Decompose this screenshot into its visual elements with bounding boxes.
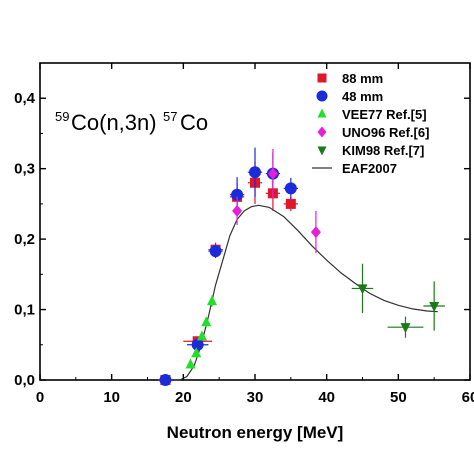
48-mm-point (231, 188, 244, 201)
legend-label-kim98-ref-7: KIM98 Ref.[7] (342, 143, 424, 158)
x-tick-label: 40 (318, 389, 335, 406)
kim98-ref-7-point (357, 284, 368, 295)
vee77-ref-5-point (201, 316, 212, 327)
uno96-ref-6-point (232, 204, 243, 217)
uno96-ref-6-point (267, 167, 278, 180)
legend-swatch-88-mm (317, 73, 327, 83)
legend-label-eaf2007: EAF2007 (342, 161, 397, 176)
axes-layer: 0 10 20 30 40 50 60 0,0 0,1 0,2 0,3 0,4 (14, 62, 474, 406)
legend-swatch-kim98-ref-7 (317, 146, 327, 156)
x-tick-label: 10 (103, 389, 120, 406)
x-tick-label: 20 (175, 389, 192, 406)
x-axis-title: Neutron energy [MeV] (167, 423, 344, 442)
y-tick-label: 0,4 (14, 90, 36, 107)
kim98-ref-7-point (429, 302, 440, 313)
legend-label-48-mm: 48 mm (342, 89, 383, 104)
vee77-ref-5-point (196, 330, 207, 341)
reaction-element1: Co(n,3n) (71, 110, 157, 135)
legend-swatch-48-mm (316, 90, 328, 102)
x-tick-label: 0 (36, 389, 44, 406)
x-tick-label: 50 (390, 389, 407, 406)
reaction-pre-superscript: 59 (55, 109, 69, 124)
y-tick-label: 0,2 (14, 231, 35, 248)
vee77-ref-5-point (191, 347, 202, 358)
reaction-element2: Co (180, 110, 208, 135)
48-mm-point (249, 166, 261, 179)
y-tick-label: 0,3 (14, 161, 35, 178)
legend-swatch-vee77-ref-5 (317, 108, 327, 118)
data-points-layer (158, 147, 445, 386)
48-mm-point (209, 245, 222, 258)
uno96-ref-6-point (310, 226, 321, 239)
x-tick-label: 30 (247, 389, 264, 406)
y-tick-label: 0,1 (14, 302, 35, 319)
legend-swatch-uno96-ref-6 (317, 126, 327, 138)
legend-label-88-mm: 88 mm (342, 71, 383, 86)
48-mm-point (284, 182, 297, 195)
48-mm-point (159, 374, 172, 386)
reaction-post-superscript: 57 (163, 109, 177, 124)
eaf2007-curve (165, 204, 438, 381)
vee77-ref-5-point (207, 295, 217, 306)
vee77-ref-5-point (185, 358, 196, 369)
48-mm-point (191, 338, 204, 351)
x-tick-label: 60 (462, 389, 474, 406)
88-mm-point (285, 198, 296, 209)
legend-label-vee77-ref-5: VEE77 Ref.[5] (342, 107, 427, 122)
legend: 88 mm 48 mm VEE77 Ref.[5] UNO96 Ref.[6] KIM9… (312, 71, 429, 176)
kim98-ref-7-point (400, 323, 411, 334)
legend-label-uno96-ref-6: UNO96 Ref.[6] (342, 125, 429, 140)
eaf2007-curve-layer (165, 204, 438, 381)
reaction-annotation: 59 Co(n,3n) 57 Co (55, 109, 208, 135)
y-tick-label: 0,0 (14, 372, 35, 389)
